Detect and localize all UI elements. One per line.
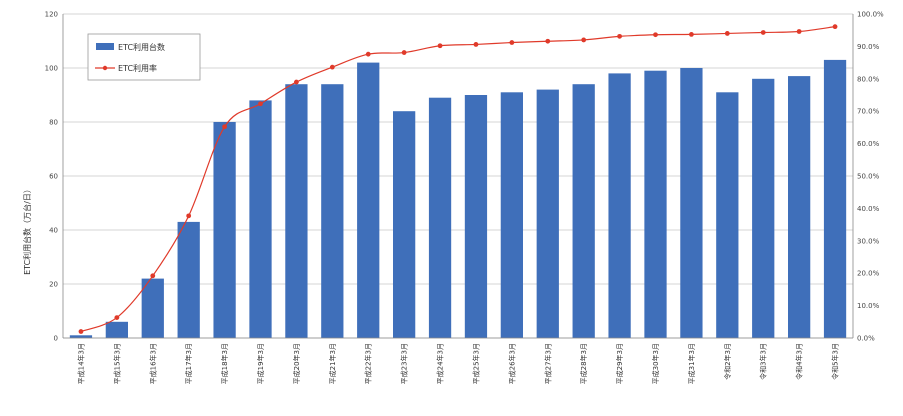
line-marker <box>689 32 694 37</box>
line-marker <box>294 79 299 85</box>
left-tick-label: 0 <box>54 335 58 343</box>
legend-label-line: ETC利用率 <box>118 63 157 73</box>
line-marker <box>617 33 622 39</box>
line-marker <box>509 40 515 45</box>
line-marker <box>150 273 156 279</box>
bar <box>177 221 200 338</box>
bar <box>285 84 308 338</box>
legend-bar-swatch <box>96 43 114 50</box>
bar <box>716 92 739 338</box>
bar-series <box>69 59 847 339</box>
line-marker <box>473 42 479 47</box>
right-tick-label: 30.0% <box>857 237 880 245</box>
x-tick-label: 平成24年3月 <box>436 343 445 384</box>
bar <box>249 100 272 339</box>
left-tick-label: 20 <box>49 281 58 289</box>
right-tick-label: 90.0% <box>857 43 880 51</box>
line-marker <box>365 51 371 57</box>
x-tick-label: 令和2年3月 <box>723 343 732 380</box>
x-tick-label: 平成30年3月 <box>651 343 660 384</box>
x-tick-label: 平成18年3月 <box>220 343 229 384</box>
x-tick-label: 平成22年3月 <box>364 343 373 384</box>
x-tick-label: 平成26年3月 <box>507 343 516 384</box>
x-tick-label: 平成27年3月 <box>543 343 552 384</box>
line-marker <box>796 29 802 34</box>
bar <box>680 68 703 338</box>
x-tick-label: 平成29年3月 <box>615 343 624 384</box>
bar <box>788 76 811 338</box>
y-axis-title: ETC利用台数（万台/日） <box>22 185 32 275</box>
bar <box>321 84 344 338</box>
legend: ETC利用台数 ETC利用率 <box>87 33 201 81</box>
x-tick-label: 平成21年3月 <box>328 343 337 384</box>
x-tick-label: 平成15年3月 <box>112 343 121 384</box>
right-tick-label: 20.0% <box>857 270 880 278</box>
bar <box>428 97 452 338</box>
left-tick-label: 120 <box>45 11 58 19</box>
line-marker <box>832 24 838 30</box>
x-tick-label: 平成28年3月 <box>579 343 588 384</box>
bar <box>608 73 631 339</box>
left-tick-label: 40 <box>49 227 58 235</box>
x-tick-label: 平成16年3月 <box>148 343 157 384</box>
x-tick-label: 令和5年3月 <box>831 343 840 380</box>
right-tick-label: 70.0% <box>857 108 880 116</box>
line-series <box>78 24 838 334</box>
right-tick-label: 0.0% <box>857 335 875 343</box>
line-marker <box>653 32 658 38</box>
line-marker <box>329 64 335 70</box>
x-tick-label: 平成31年3月 <box>687 343 696 384</box>
x-tick-label: 平成20年3月 <box>292 343 301 384</box>
right-tick-label: 100.0% <box>857 11 884 19</box>
right-tick-label: 60.0% <box>857 140 880 148</box>
bar <box>393 111 416 338</box>
line-marker <box>222 124 227 130</box>
axes <box>62 14 854 339</box>
x-tick-label: 平成23年3月 <box>400 343 409 384</box>
utilization-line <box>80 26 836 333</box>
x-tick-label: 平成17年3月 <box>184 343 193 384</box>
bar <box>69 335 93 338</box>
bar <box>357 62 380 338</box>
x-tick-label: 令和3年3月 <box>759 343 768 380</box>
bar <box>464 95 488 338</box>
x-tick-label: 平成25年3月 <box>471 343 480 384</box>
legend-box <box>87 33 201 81</box>
bar <box>536 89 559 338</box>
line-marker <box>114 315 120 320</box>
right-tick-label: 10.0% <box>857 302 880 310</box>
bar <box>644 70 667 338</box>
line-marker <box>545 38 551 44</box>
bar <box>823 59 847 339</box>
bar <box>500 92 523 338</box>
bar <box>213 122 236 338</box>
line-marker <box>581 37 587 43</box>
right-tick-label: 80.0% <box>857 75 880 83</box>
left-axis-ticks: 0 20 40 60 80 100 120 <box>45 11 58 343</box>
line-marker <box>437 43 443 49</box>
right-tick-label: 40.0% <box>857 205 880 213</box>
bar <box>572 84 595 338</box>
left-tick-label: 80 <box>49 119 58 127</box>
line-marker <box>724 31 730 36</box>
left-tick-label: 60 <box>49 173 58 181</box>
x-tick-label: 平成19年3月 <box>256 343 265 384</box>
right-axis-ticks: 0.0% 10.0% 20.0% 30.0% 40.0% 50.0% 60.0% 70.0% 8… <box>857 11 884 343</box>
line-marker <box>258 101 263 107</box>
line-marker <box>760 30 766 35</box>
line-marker <box>78 329 84 334</box>
left-tick-label: 100 <box>45 65 58 73</box>
legend-line-marker <box>102 65 108 71</box>
bar <box>105 321 128 338</box>
x-tick-label: 令和4年3月 <box>795 343 804 380</box>
legend-label-bars: ETC利用台数 <box>118 42 165 52</box>
right-tick-label: 50.0% <box>857 173 880 181</box>
x-tick-label: 平成14年3月 <box>76 343 85 384</box>
line-marker <box>186 213 192 219</box>
bar <box>141 278 164 338</box>
x-axis-ticks: 平成14年3月 平成15年3月 平成16年3月 平成17年3月 平成18年3月 平成19年… <box>76 343 839 384</box>
line-marker <box>401 50 407 55</box>
bar <box>752 78 775 339</box>
